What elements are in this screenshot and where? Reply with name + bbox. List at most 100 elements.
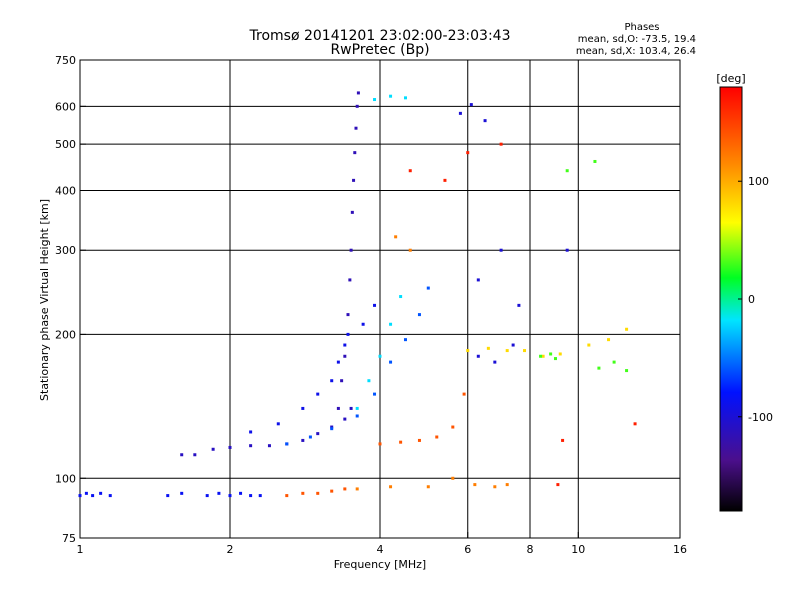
data-point bbox=[399, 440, 403, 444]
data-point bbox=[607, 338, 611, 342]
data-point bbox=[205, 494, 209, 498]
data-point bbox=[466, 151, 470, 155]
data-point bbox=[336, 406, 340, 410]
chart-title: Tromsø 20141201 23:02:00-23:03:43 bbox=[249, 28, 511, 44]
data-point bbox=[249, 444, 253, 448]
data-point bbox=[330, 489, 334, 493]
data-point bbox=[330, 425, 334, 429]
data-point bbox=[403, 96, 407, 100]
data-point bbox=[249, 430, 253, 434]
y-axis-label: Stationary phase Virtual Height [km] bbox=[38, 199, 51, 401]
data-point bbox=[549, 352, 553, 356]
y-tick-label: 75 bbox=[62, 532, 76, 545]
data-point bbox=[378, 354, 382, 358]
x-tick-label: 16 bbox=[673, 543, 687, 556]
data-point bbox=[301, 438, 305, 442]
data-point bbox=[565, 169, 569, 173]
data-point bbox=[355, 487, 359, 491]
x-axis-label: Frequency [MHz] bbox=[334, 558, 426, 571]
data-point bbox=[565, 248, 569, 252]
data-point bbox=[108, 494, 112, 498]
data-point bbox=[352, 178, 356, 182]
y-tick-label: 600 bbox=[55, 100, 76, 113]
data-point bbox=[343, 343, 347, 347]
colorbar-tick-label: -100 bbox=[748, 411, 773, 424]
data-point bbox=[633, 422, 637, 426]
data-point bbox=[625, 369, 629, 373]
data-point bbox=[228, 445, 232, 449]
gridlines bbox=[80, 60, 680, 538]
data-point bbox=[355, 104, 359, 108]
data-point bbox=[343, 354, 347, 358]
data-point bbox=[285, 494, 289, 498]
data-point bbox=[517, 303, 521, 307]
data-point bbox=[166, 494, 170, 498]
data-point bbox=[612, 360, 616, 364]
data-point bbox=[451, 425, 455, 429]
data-point bbox=[593, 159, 597, 163]
data-point bbox=[505, 349, 509, 353]
data-point bbox=[340, 379, 344, 383]
data-point bbox=[394, 235, 398, 239]
data-point bbox=[180, 453, 184, 457]
colorbar-label: [deg] bbox=[716, 72, 745, 85]
x-tick-label: 2 bbox=[227, 543, 234, 556]
data-point bbox=[403, 338, 407, 342]
data-point bbox=[316, 432, 320, 436]
x-tick-label: 8 bbox=[527, 543, 534, 556]
data-point bbox=[355, 414, 359, 418]
data-point bbox=[346, 332, 350, 336]
data-point bbox=[443, 178, 447, 182]
data-point bbox=[91, 494, 95, 498]
y-tick-label: 750 bbox=[55, 54, 76, 67]
colorbar-tick-label: 0 bbox=[748, 293, 755, 306]
data-point bbox=[373, 98, 377, 102]
data-point bbox=[408, 169, 412, 173]
data-point bbox=[466, 349, 470, 353]
data-point bbox=[78, 494, 82, 498]
data-point bbox=[493, 485, 497, 489]
data-point bbox=[267, 444, 271, 448]
data-point bbox=[511, 343, 515, 347]
data-point bbox=[505, 483, 509, 487]
data-point bbox=[367, 379, 371, 383]
data-point bbox=[417, 438, 421, 442]
data-point bbox=[408, 248, 412, 252]
data-point bbox=[378, 442, 382, 446]
data-point bbox=[84, 491, 88, 495]
data-point bbox=[316, 491, 320, 495]
x-ticks: 1 2 4 6 8 10 16 bbox=[77, 532, 687, 556]
stats-line-x: mean, sd,X: 103.4, 26.4 bbox=[576, 46, 696, 57]
data-point bbox=[180, 491, 184, 495]
data-point bbox=[301, 406, 305, 410]
data-point bbox=[348, 278, 352, 282]
x-tick-label: 1 bbox=[77, 543, 84, 556]
data-point bbox=[373, 392, 377, 396]
stats-heading: Phases bbox=[624, 22, 659, 33]
data-point bbox=[353, 151, 357, 155]
y-ticks: 75 100 200 300 400 500 600 750 bbox=[55, 54, 86, 545]
colorbar-ticks: 100 0 -100 bbox=[738, 175, 773, 424]
data-point bbox=[389, 360, 393, 364]
y-tick-label: 500 bbox=[55, 138, 76, 151]
data-point bbox=[462, 392, 466, 396]
data-point bbox=[539, 354, 543, 358]
data-point bbox=[426, 485, 430, 489]
data-point bbox=[330, 427, 334, 431]
data-point bbox=[346, 313, 350, 317]
data-point bbox=[625, 327, 629, 331]
data-point bbox=[239, 491, 243, 495]
data-point bbox=[343, 417, 347, 421]
data-point bbox=[417, 313, 421, 317]
data-point bbox=[556, 483, 560, 487]
data-point bbox=[483, 119, 487, 123]
data-point bbox=[553, 357, 557, 361]
data-point bbox=[597, 366, 601, 370]
data-point bbox=[349, 406, 353, 410]
data-point bbox=[276, 422, 280, 426]
data-point bbox=[399, 295, 403, 299]
data-point bbox=[435, 435, 439, 439]
data-point bbox=[336, 360, 340, 364]
data-point bbox=[499, 248, 503, 252]
data-point bbox=[558, 352, 562, 356]
